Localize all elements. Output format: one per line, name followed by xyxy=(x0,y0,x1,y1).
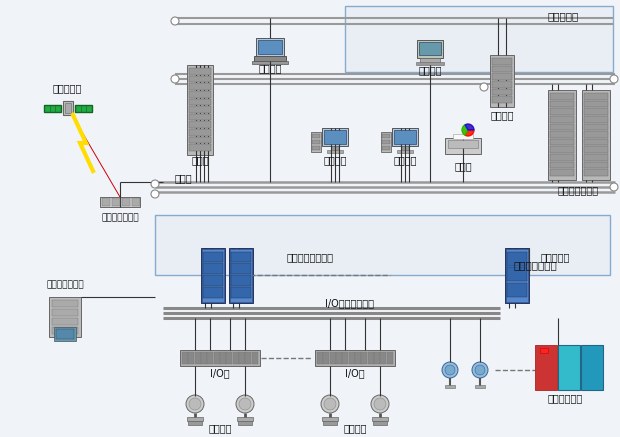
FancyBboxPatch shape xyxy=(381,132,391,152)
FancyBboxPatch shape xyxy=(584,170,608,176)
FancyBboxPatch shape xyxy=(258,40,282,54)
FancyBboxPatch shape xyxy=(382,140,390,144)
FancyBboxPatch shape xyxy=(475,385,485,388)
Text: I/O卡: I/O卡 xyxy=(345,368,365,378)
FancyBboxPatch shape xyxy=(402,146,408,150)
FancyBboxPatch shape xyxy=(252,61,288,64)
FancyBboxPatch shape xyxy=(490,55,514,107)
FancyBboxPatch shape xyxy=(380,352,386,364)
FancyBboxPatch shape xyxy=(492,66,512,73)
FancyBboxPatch shape xyxy=(100,197,140,207)
FancyBboxPatch shape xyxy=(448,140,478,148)
Text: I/O总线（冗余）: I/O总线（冗余） xyxy=(326,298,374,308)
Circle shape xyxy=(171,17,179,25)
FancyBboxPatch shape xyxy=(345,6,613,72)
FancyBboxPatch shape xyxy=(330,352,335,364)
FancyBboxPatch shape xyxy=(535,345,557,390)
FancyBboxPatch shape xyxy=(392,128,418,146)
FancyBboxPatch shape xyxy=(189,121,211,128)
FancyBboxPatch shape xyxy=(256,38,284,56)
Circle shape xyxy=(236,395,254,413)
FancyBboxPatch shape xyxy=(348,352,355,364)
Circle shape xyxy=(610,183,618,191)
FancyBboxPatch shape xyxy=(312,140,320,144)
FancyBboxPatch shape xyxy=(230,249,252,302)
Text: 时间同步源: 时间同步源 xyxy=(53,83,82,93)
FancyBboxPatch shape xyxy=(507,283,527,297)
FancyBboxPatch shape xyxy=(189,83,211,90)
Text: 时间同步服务器: 时间同步服务器 xyxy=(101,214,139,222)
Text: 外部智能设备: 外部智能设备 xyxy=(547,393,583,403)
Text: 现场仪表: 现场仪表 xyxy=(208,423,232,433)
FancyBboxPatch shape xyxy=(584,162,608,168)
FancyBboxPatch shape xyxy=(189,114,211,121)
FancyBboxPatch shape xyxy=(226,352,232,364)
FancyBboxPatch shape xyxy=(239,352,245,364)
FancyBboxPatch shape xyxy=(387,352,392,364)
FancyBboxPatch shape xyxy=(492,89,512,95)
FancyBboxPatch shape xyxy=(231,263,251,274)
FancyBboxPatch shape xyxy=(155,215,610,275)
FancyBboxPatch shape xyxy=(361,352,367,364)
FancyBboxPatch shape xyxy=(548,90,576,180)
FancyBboxPatch shape xyxy=(581,345,603,390)
FancyBboxPatch shape xyxy=(453,134,473,139)
FancyBboxPatch shape xyxy=(189,106,211,113)
FancyBboxPatch shape xyxy=(65,103,71,113)
FancyBboxPatch shape xyxy=(49,297,81,337)
FancyBboxPatch shape xyxy=(203,263,223,274)
FancyBboxPatch shape xyxy=(416,62,444,65)
FancyBboxPatch shape xyxy=(550,116,574,122)
FancyBboxPatch shape xyxy=(550,170,574,176)
FancyBboxPatch shape xyxy=(394,130,416,144)
FancyBboxPatch shape xyxy=(492,73,512,80)
FancyBboxPatch shape xyxy=(189,91,211,97)
FancyBboxPatch shape xyxy=(550,146,574,153)
Text: 服务器（冗余）: 服务器（冗余） xyxy=(557,185,598,195)
FancyBboxPatch shape xyxy=(254,56,286,61)
FancyBboxPatch shape xyxy=(584,101,608,107)
FancyBboxPatch shape xyxy=(550,124,574,130)
Text: 操作网: 操作网 xyxy=(175,173,193,183)
FancyBboxPatch shape xyxy=(237,417,253,421)
FancyBboxPatch shape xyxy=(327,150,343,153)
FancyBboxPatch shape xyxy=(189,76,211,82)
FancyBboxPatch shape xyxy=(322,128,348,146)
FancyBboxPatch shape xyxy=(584,131,608,138)
Circle shape xyxy=(151,180,159,188)
FancyBboxPatch shape xyxy=(505,247,529,302)
Circle shape xyxy=(442,362,458,378)
Polygon shape xyxy=(462,125,468,135)
Circle shape xyxy=(186,395,204,413)
Text: 其他终端: 其他终端 xyxy=(418,65,441,75)
FancyBboxPatch shape xyxy=(102,198,110,206)
FancyBboxPatch shape xyxy=(252,352,257,364)
FancyBboxPatch shape xyxy=(550,162,574,168)
Circle shape xyxy=(321,395,339,413)
FancyBboxPatch shape xyxy=(550,131,574,138)
FancyBboxPatch shape xyxy=(63,101,73,115)
Text: 主控制卡（冗余）: 主控制卡（冗余） xyxy=(286,252,334,262)
Text: 现场仪表: 现场仪表 xyxy=(343,423,367,433)
FancyBboxPatch shape xyxy=(317,352,323,364)
Circle shape xyxy=(239,398,251,410)
FancyBboxPatch shape xyxy=(207,352,213,364)
FancyBboxPatch shape xyxy=(56,329,74,339)
FancyBboxPatch shape xyxy=(368,352,373,364)
FancyBboxPatch shape xyxy=(44,105,61,112)
FancyBboxPatch shape xyxy=(52,327,78,334)
FancyBboxPatch shape xyxy=(445,138,481,154)
FancyBboxPatch shape xyxy=(220,352,226,364)
FancyBboxPatch shape xyxy=(584,139,608,146)
FancyBboxPatch shape xyxy=(507,252,527,266)
Circle shape xyxy=(171,75,179,83)
Circle shape xyxy=(472,362,488,378)
Polygon shape xyxy=(465,124,474,130)
FancyBboxPatch shape xyxy=(214,352,219,364)
FancyBboxPatch shape xyxy=(311,132,321,152)
FancyBboxPatch shape xyxy=(382,146,390,150)
Circle shape xyxy=(189,398,201,410)
FancyBboxPatch shape xyxy=(188,421,202,425)
FancyBboxPatch shape xyxy=(246,352,251,364)
